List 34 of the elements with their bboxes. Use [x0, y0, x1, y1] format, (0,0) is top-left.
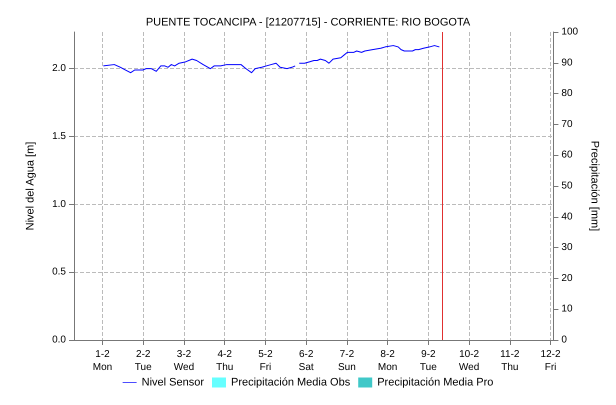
y-tick-label: 2.0 [52, 63, 66, 74]
y2-tick-label: 80 [561, 88, 573, 100]
legend-label: Nivel Sensor [142, 376, 204, 388]
y2-axis-title: Precipitación [mm] [588, 140, 600, 232]
y2-tick-label: 100 [561, 26, 579, 38]
y-tick-label: 1.0 [52, 198, 66, 210]
y2-tick-label: 10 [561, 304, 573, 315]
x-tick-label: 4-2 Thu [216, 349, 234, 373]
legend-label: Precipitación Media Obs [230, 376, 351, 388]
x-tick-label: 10-2 Wed [458, 349, 480, 373]
chart-title: PUENTE TOCANCIPA - [21207715] - CORRIENTE: RIO BOGOTA [146, 16, 471, 28]
x-tick-label: 7-2 Sun [338, 349, 356, 373]
x-tick-label: 6-2 Sat [298, 349, 314, 373]
x-tick-label: 8-2 Mon [378, 349, 398, 373]
y2-tick-label: 0 [561, 334, 568, 346]
y-tick-label: 0.0 [52, 334, 66, 346]
x-tick-label: 5-2 Fri [258, 349, 274, 373]
y-tick-label: 0.5 [52, 266, 66, 278]
y2-tick-label: 70 [561, 118, 573, 130]
y2-tick-label: 20 [561, 272, 573, 284]
y-axis-title: Nivel del Agua [m] [24, 142, 36, 230]
y2-tick-label: 60 [561, 150, 573, 161]
legend-label: Precipitación Media Pro [377, 376, 494, 388]
x-tick-label: 2-2 Tue [134, 349, 152, 373]
x-tick-label: 9-2 Tue [420, 349, 438, 373]
y2-tick-label: 50 [561, 180, 573, 192]
y2-tick-label: 40 [561, 211, 573, 222]
y-tick-label: 1.5 [52, 130, 66, 142]
x-tick-label: 1-2 Mon [92, 349, 112, 373]
y2-tick-label: 30 [561, 242, 573, 254]
y2-tick-label: 90 [561, 57, 573, 68]
x-tick-label: 3-2 Wed [174, 349, 194, 373]
x-tick-label: 12-2 Fri [540, 349, 562, 373]
x-tick-label: 11-2 Thu [500, 349, 520, 373]
